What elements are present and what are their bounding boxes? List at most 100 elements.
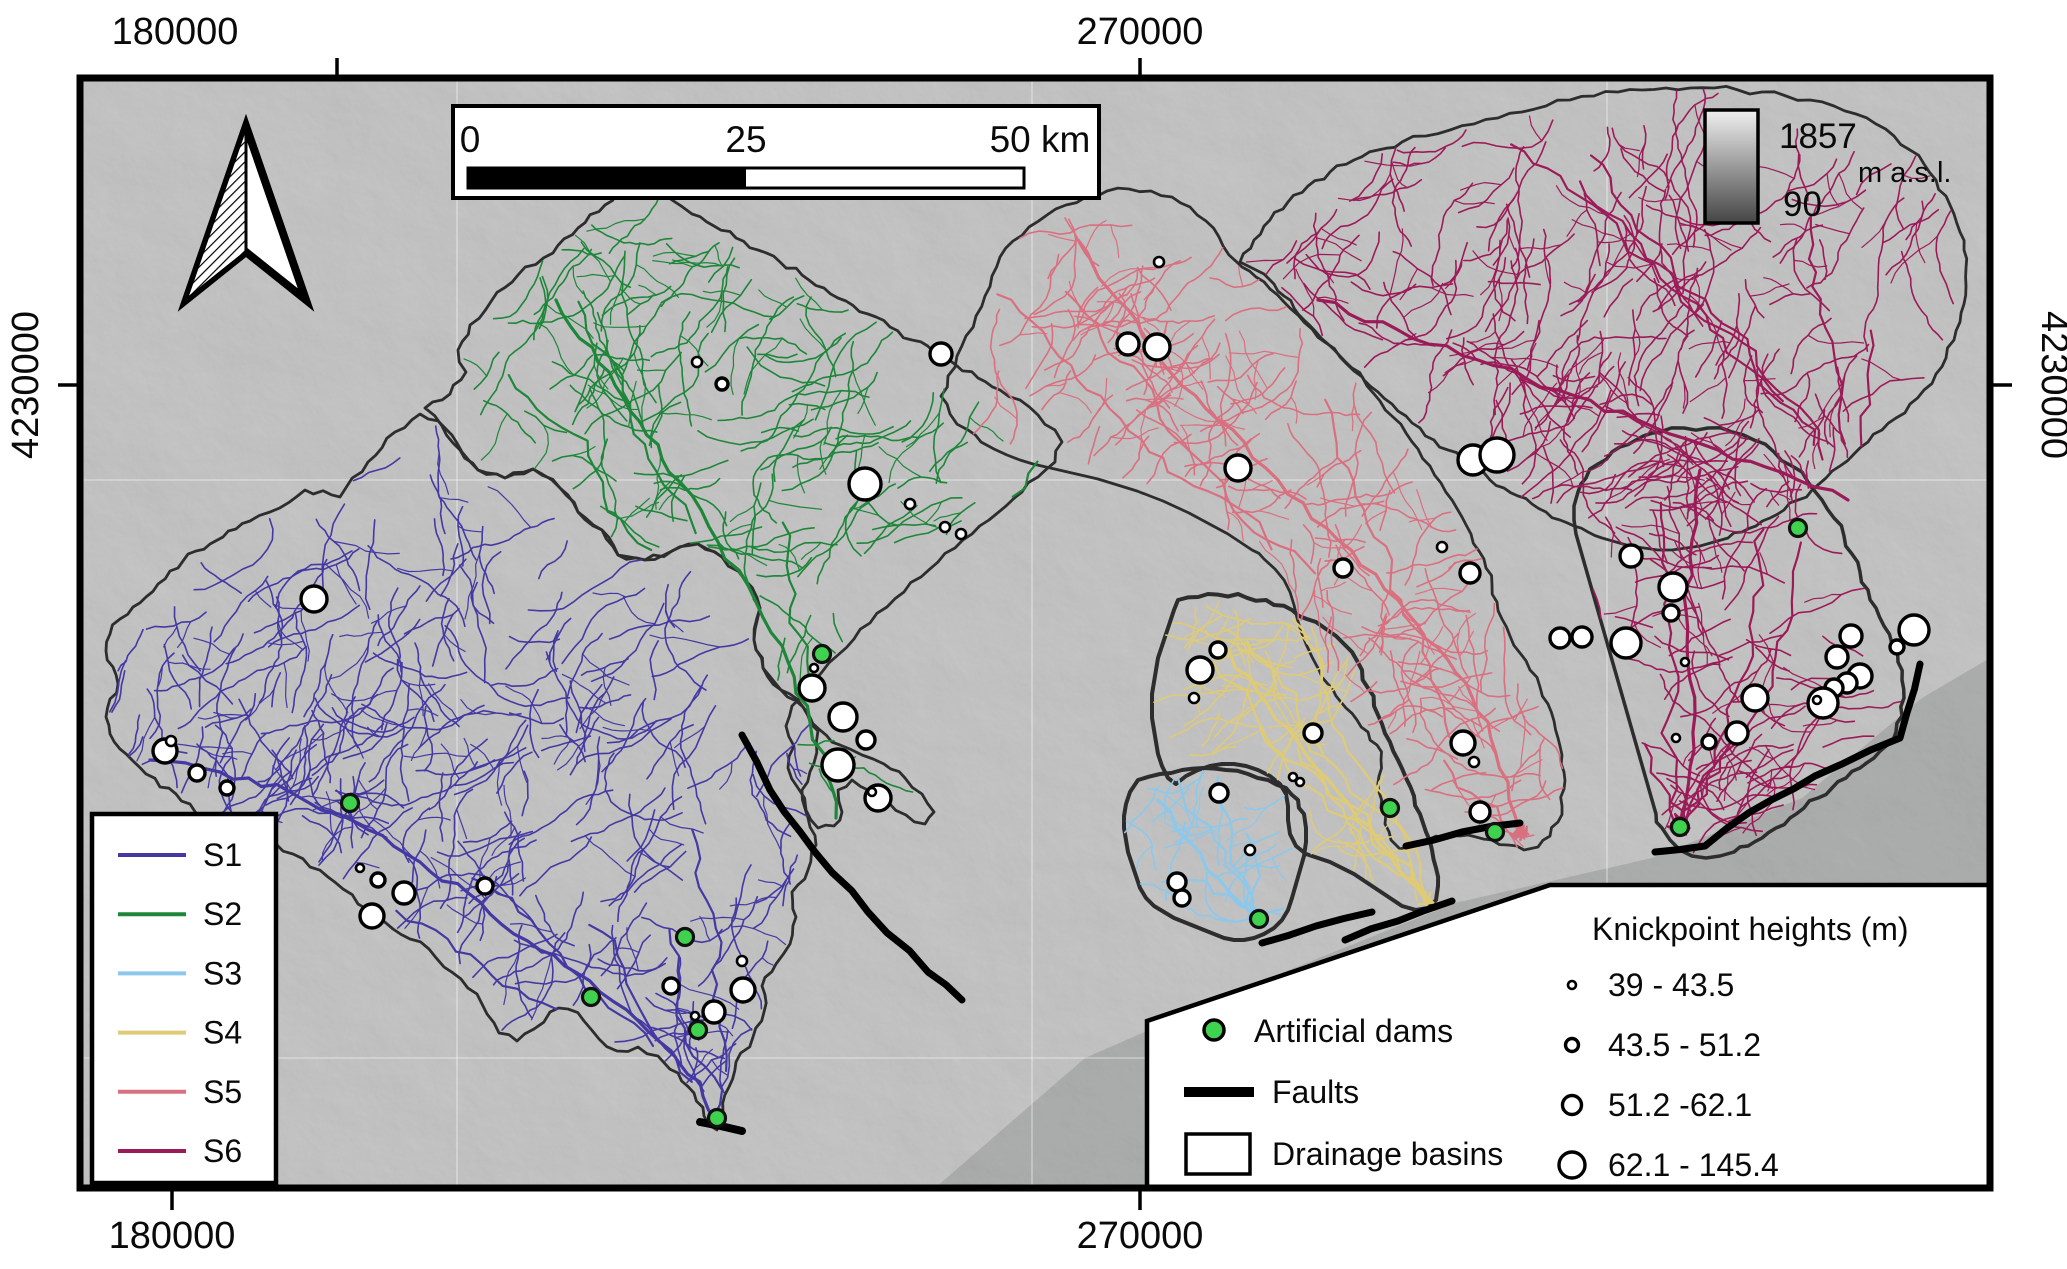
knickpoint-marker — [938, 520, 952, 534]
dam-legend-label: Artificial dams — [1254, 1013, 1453, 1049]
knickpoint-marker — [903, 497, 917, 511]
elevation-units-label: m a.s.l. — [1858, 157, 1951, 189]
basin-streams-S6 — [1245, 88, 1954, 536]
knickpoint-marker — [808, 662, 820, 674]
knickpoint-marker — [689, 1010, 701, 1022]
axis-label-left-4230000: 4230000 — [5, 311, 47, 459]
knickpoint-marker — [1115, 331, 1141, 357]
knickpoint-marker — [164, 734, 178, 748]
basin-outline-S6 — [1238, 85, 1969, 552]
knickpoint-marker — [1670, 732, 1682, 744]
knickpoint-marker — [855, 729, 877, 751]
knickpoint-marker — [1548, 626, 1572, 650]
knickpoint-marker — [866, 786, 878, 798]
basin-outline-S4 — [1150, 592, 1441, 912]
dam-marker — [687, 1019, 709, 1041]
knickpoint-size-icon — [1557, 1150, 1587, 1180]
knickpoint-marker — [1223, 453, 1253, 483]
stream-networks — [108, 88, 1954, 1124]
basin-outline-S1 — [104, 412, 820, 1132]
knickpoint-legend-title: Knickpoint heights (m) — [1592, 911, 1909, 947]
knickpoint-marker — [187, 763, 207, 783]
axis-label-bottom-270000: 270000 — [1077, 1215, 1204, 1257]
dam-marker — [706, 1107, 728, 1129]
dam-marker — [1484, 821, 1506, 843]
knickpoint-marker — [735, 954, 749, 968]
basin-legend-item: S1 — [118, 837, 242, 873]
knickpoint-class-row: 51.2 -62.1 — [1560, 1087, 1752, 1123]
dam-marker — [1248, 908, 1270, 930]
knickpoint-marker — [299, 584, 329, 614]
dams-layer — [339, 517, 1809, 1129]
knickpoint-marker — [797, 673, 827, 703]
knickpoint-marker — [928, 341, 954, 367]
basin-legend-item: S4 — [118, 1015, 242, 1051]
knickpoint-marker — [1468, 800, 1492, 824]
knickpoint-marker — [1302, 722, 1324, 744]
scale-bar-label-end: 50 km — [990, 119, 1091, 160]
scale-bar-label-mid: 25 — [725, 119, 766, 160]
knickpoint-marker — [1243, 843, 1257, 857]
knickpoint-size-icon — [1560, 1093, 1584, 1117]
knickpoint-marker — [1570, 625, 1594, 649]
knickpoint-marker — [661, 976, 681, 996]
fault-legend-label: Faults — [1272, 1074, 1359, 1110]
knickpoint-marker — [954, 527, 968, 541]
dam-marker — [580, 986, 602, 1008]
scale-bar-label-start: 0 — [460, 119, 481, 160]
knickpoint-marker — [218, 779, 236, 797]
knickpoint-marker — [1811, 694, 1823, 706]
knickpoint-marker — [1208, 782, 1230, 804]
knickpoint-marker — [1435, 540, 1449, 554]
knickpoint-marker — [1166, 871, 1188, 893]
drainage-basin-legend-icon — [1184, 1132, 1252, 1176]
scale-bar: 0 25 50 km — [451, 104, 1101, 200]
knickpoint-marker — [358, 902, 386, 930]
knickpoint-marker — [1187, 691, 1201, 705]
scale-bar-filled-segment — [468, 168, 746, 188]
basin-label: S2 — [203, 896, 242, 932]
knickpoint-marker — [1740, 683, 1770, 713]
axis-label-top-180000: 180000 — [112, 11, 239, 53]
knickpoint-class-label: 62.1 - 145.4 — [1608, 1147, 1779, 1183]
map-frame — [76, 74, 1994, 1192]
map-canvas: 0 25 50 km 1857 m a.s.l. 90 S1 S2 S3 S4 S5 S6… — [80, 78, 1990, 1188]
basin-legend-rows: S1 S2 S3 S4 S5 S6 — [118, 837, 242, 1169]
faults-layer — [696, 660, 1924, 1135]
basin-streams-S4 — [1153, 599, 1435, 909]
knickpoint-marker — [1172, 888, 1192, 908]
knickpoint-marker — [714, 376, 730, 392]
elevation-max-label: 1857 — [1779, 117, 1857, 156]
knickpoint-marker — [827, 701, 859, 733]
knickpoint-marker — [1888, 638, 1906, 656]
knickpoint-marker — [1824, 644, 1850, 670]
knickpoint-marker — [729, 976, 757, 1004]
basin-label: S1 — [203, 837, 242, 873]
fault-line — [738, 731, 966, 1004]
knickpoint-class-row: 43.5 - 51.2 — [1563, 1027, 1761, 1063]
knickpoint-class-label: 51.2 -62.1 — [1608, 1087, 1752, 1123]
axis-ticks — [58, 58, 2012, 1210]
dam-marker — [1379, 797, 1401, 819]
north-arrow-icon — [177, 113, 315, 312]
knickpoint-marker — [1838, 623, 1864, 649]
knickpoint-marker — [354, 862, 366, 874]
knickpoint-marker — [1618, 543, 1644, 569]
knickpoint-marker — [1897, 613, 1931, 647]
knickpoint-marker — [1724, 720, 1750, 746]
knickpoint-class-row: 39 - 43.5 — [1566, 967, 1734, 1003]
basin-label: S6 — [203, 1133, 242, 1169]
basin-outline-S5 — [939, 186, 1567, 852]
dam-marker — [674, 926, 696, 948]
knickpoint-marker — [1657, 571, 1689, 603]
fault-line — [1258, 908, 1376, 947]
elevation-min-label: 90 — [1783, 185, 1822, 224]
knickpoint-class-label: 43.5 - 51.2 — [1608, 1027, 1761, 1063]
basin-streams-S5 — [972, 217, 1564, 848]
knickpoint-marker — [1152, 255, 1166, 269]
knickpoint-marker — [1609, 626, 1643, 660]
basin-legend-item: S6 — [118, 1133, 242, 1169]
axis-label-top-270000: 270000 — [1077, 11, 1204, 53]
axis-label-right-4230000: 4230000 — [2033, 311, 2067, 459]
